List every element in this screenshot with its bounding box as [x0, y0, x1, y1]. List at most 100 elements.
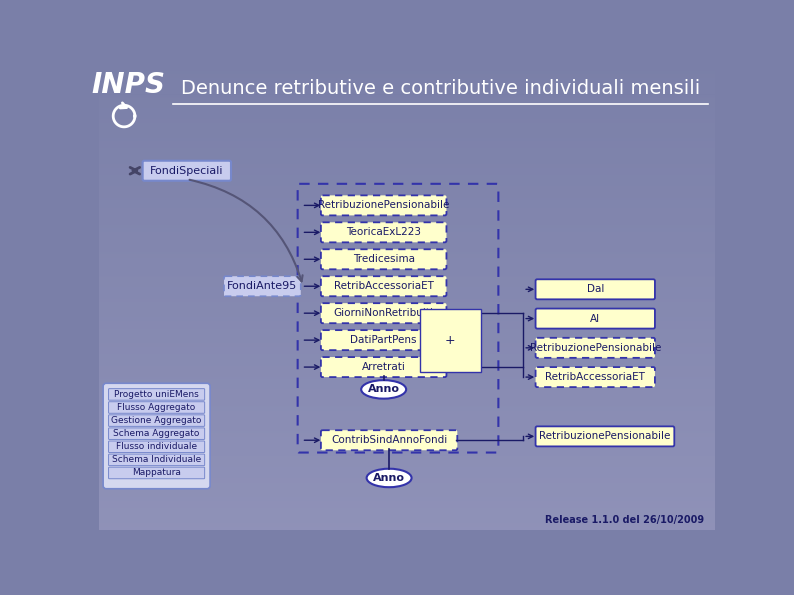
Bar: [99, 507, 715, 508]
Bar: [99, 162, 715, 163]
Bar: [99, 250, 715, 251]
Bar: [99, 184, 715, 186]
FancyBboxPatch shape: [321, 249, 446, 270]
Bar: [99, 266, 715, 267]
Bar: [99, 161, 715, 162]
Bar: [99, 494, 715, 495]
Bar: [99, 276, 715, 277]
Bar: [99, 217, 715, 218]
Bar: [99, 517, 715, 518]
Bar: [99, 195, 715, 196]
Bar: [99, 101, 715, 102]
Bar: [99, 482, 715, 483]
Bar: [99, 485, 715, 486]
Bar: [99, 502, 715, 503]
Bar: [99, 437, 715, 438]
Text: RetribAccessoriaET: RetribAccessoriaET: [545, 372, 646, 382]
Bar: [99, 97, 715, 98]
Bar: [99, 154, 715, 155]
Bar: [99, 456, 715, 457]
Bar: [99, 396, 715, 397]
Bar: [99, 419, 715, 420]
Bar: [99, 197, 715, 198]
Text: Anno: Anno: [368, 384, 399, 394]
Bar: [99, 274, 715, 275]
Bar: [99, 80, 715, 81]
Bar: [99, 127, 715, 129]
Bar: [99, 126, 715, 127]
Bar: [99, 364, 715, 365]
Bar: [99, 515, 715, 516]
Bar: [99, 231, 715, 232]
Bar: [99, 446, 715, 447]
Bar: [99, 147, 715, 148]
Bar: [99, 156, 715, 157]
Bar: [99, 262, 715, 263]
Text: GiorniNonRetribuiti: GiorniNonRetribuiti: [333, 308, 434, 318]
Bar: [99, 258, 715, 259]
Bar: [99, 313, 715, 314]
Bar: [99, 402, 715, 403]
Bar: [99, 346, 715, 347]
Bar: [99, 190, 715, 191]
Bar: [99, 77, 715, 79]
Bar: [99, 148, 715, 149]
Bar: [99, 454, 715, 455]
Bar: [99, 213, 715, 214]
Bar: [99, 338, 715, 339]
Bar: [99, 344, 715, 345]
Bar: [99, 265, 715, 266]
Bar: [99, 254, 715, 255]
Text: Progetto uniEMens: Progetto uniEMens: [114, 390, 199, 399]
Bar: [99, 525, 715, 526]
Bar: [99, 380, 715, 381]
Bar: [99, 236, 715, 237]
Bar: [99, 96, 715, 97]
Bar: [99, 327, 715, 328]
Bar: [99, 399, 715, 400]
Bar: [99, 513, 715, 514]
Bar: [99, 324, 715, 325]
Text: FondiAnte95: FondiAnte95: [227, 281, 298, 291]
FancyBboxPatch shape: [321, 330, 446, 350]
Text: RetribuzionePensionabile: RetribuzionePensionabile: [539, 431, 671, 441]
Bar: [99, 387, 715, 388]
Bar: [99, 263, 715, 264]
Bar: [99, 82, 715, 83]
Bar: [99, 221, 715, 223]
FancyBboxPatch shape: [321, 430, 457, 450]
Bar: [99, 300, 715, 301]
FancyBboxPatch shape: [536, 338, 655, 358]
Bar: [99, 299, 715, 300]
Bar: [99, 362, 715, 363]
Bar: [99, 244, 715, 245]
Bar: [99, 105, 715, 106]
Bar: [99, 136, 715, 137]
Bar: [99, 268, 715, 270]
Bar: [99, 373, 715, 374]
Bar: [99, 278, 715, 279]
Bar: [99, 264, 715, 265]
Bar: [99, 374, 715, 375]
Bar: [99, 483, 715, 484]
Bar: [99, 122, 715, 123]
Bar: [99, 103, 715, 104]
Bar: [99, 208, 715, 209]
Bar: [99, 434, 715, 435]
Bar: [99, 116, 715, 117]
Bar: [99, 492, 715, 493]
Bar: [99, 88, 715, 89]
Bar: [99, 251, 715, 252]
Bar: [99, 76, 715, 77]
Bar: [99, 163, 715, 164]
Bar: [99, 90, 715, 92]
Bar: [99, 355, 715, 356]
Bar: [99, 257, 715, 258]
Bar: [99, 288, 715, 289]
Bar: [99, 431, 715, 432]
Bar: [99, 194, 715, 195]
Bar: [99, 315, 715, 317]
Bar: [99, 240, 715, 241]
Bar: [99, 294, 715, 295]
Bar: [99, 484, 715, 485]
